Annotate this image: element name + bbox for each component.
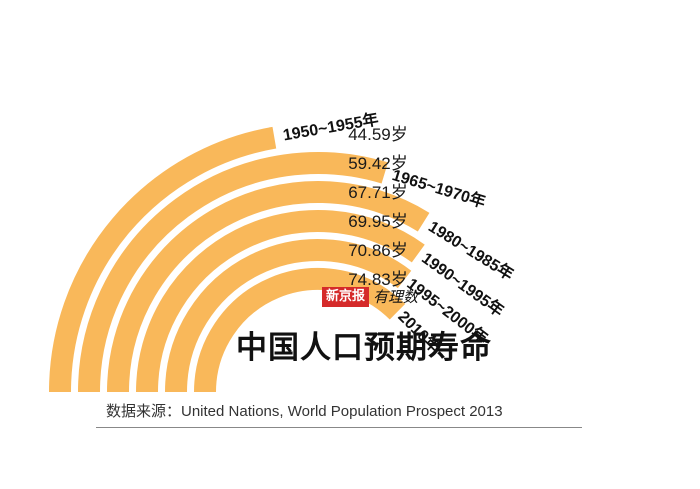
arc-bar	[136, 210, 425, 393]
value-label: 44.59岁	[348, 125, 408, 144]
source-note: 数据来源：United Nations, World Population Pr…	[106, 403, 503, 420]
arc-bar	[107, 181, 430, 393]
brand-column-name: 有理数	[373, 288, 419, 306]
arc-bar	[78, 152, 388, 393]
brand-name: 新京报	[322, 287, 370, 307]
arc-series	[49, 126, 430, 393]
chart-title: 中国人口预期寿命	[236, 330, 492, 366]
value-label: 67.71岁	[348, 183, 408, 202]
value-label: 69.95岁	[348, 212, 408, 231]
arc-bar	[165, 239, 412, 393]
value-label: 74.83岁	[348, 270, 408, 289]
arc-bar	[49, 126, 277, 393]
value-label: 59.42岁	[348, 154, 408, 173]
brand-logo: 新京报 有理数	[322, 286, 418, 308]
source-divider	[96, 427, 582, 428]
value-label: 70.86岁	[348, 241, 408, 260]
value-labels: 44.59岁 59.42岁 67.71岁 69.95岁 70.86岁 74.83岁	[348, 125, 408, 289]
